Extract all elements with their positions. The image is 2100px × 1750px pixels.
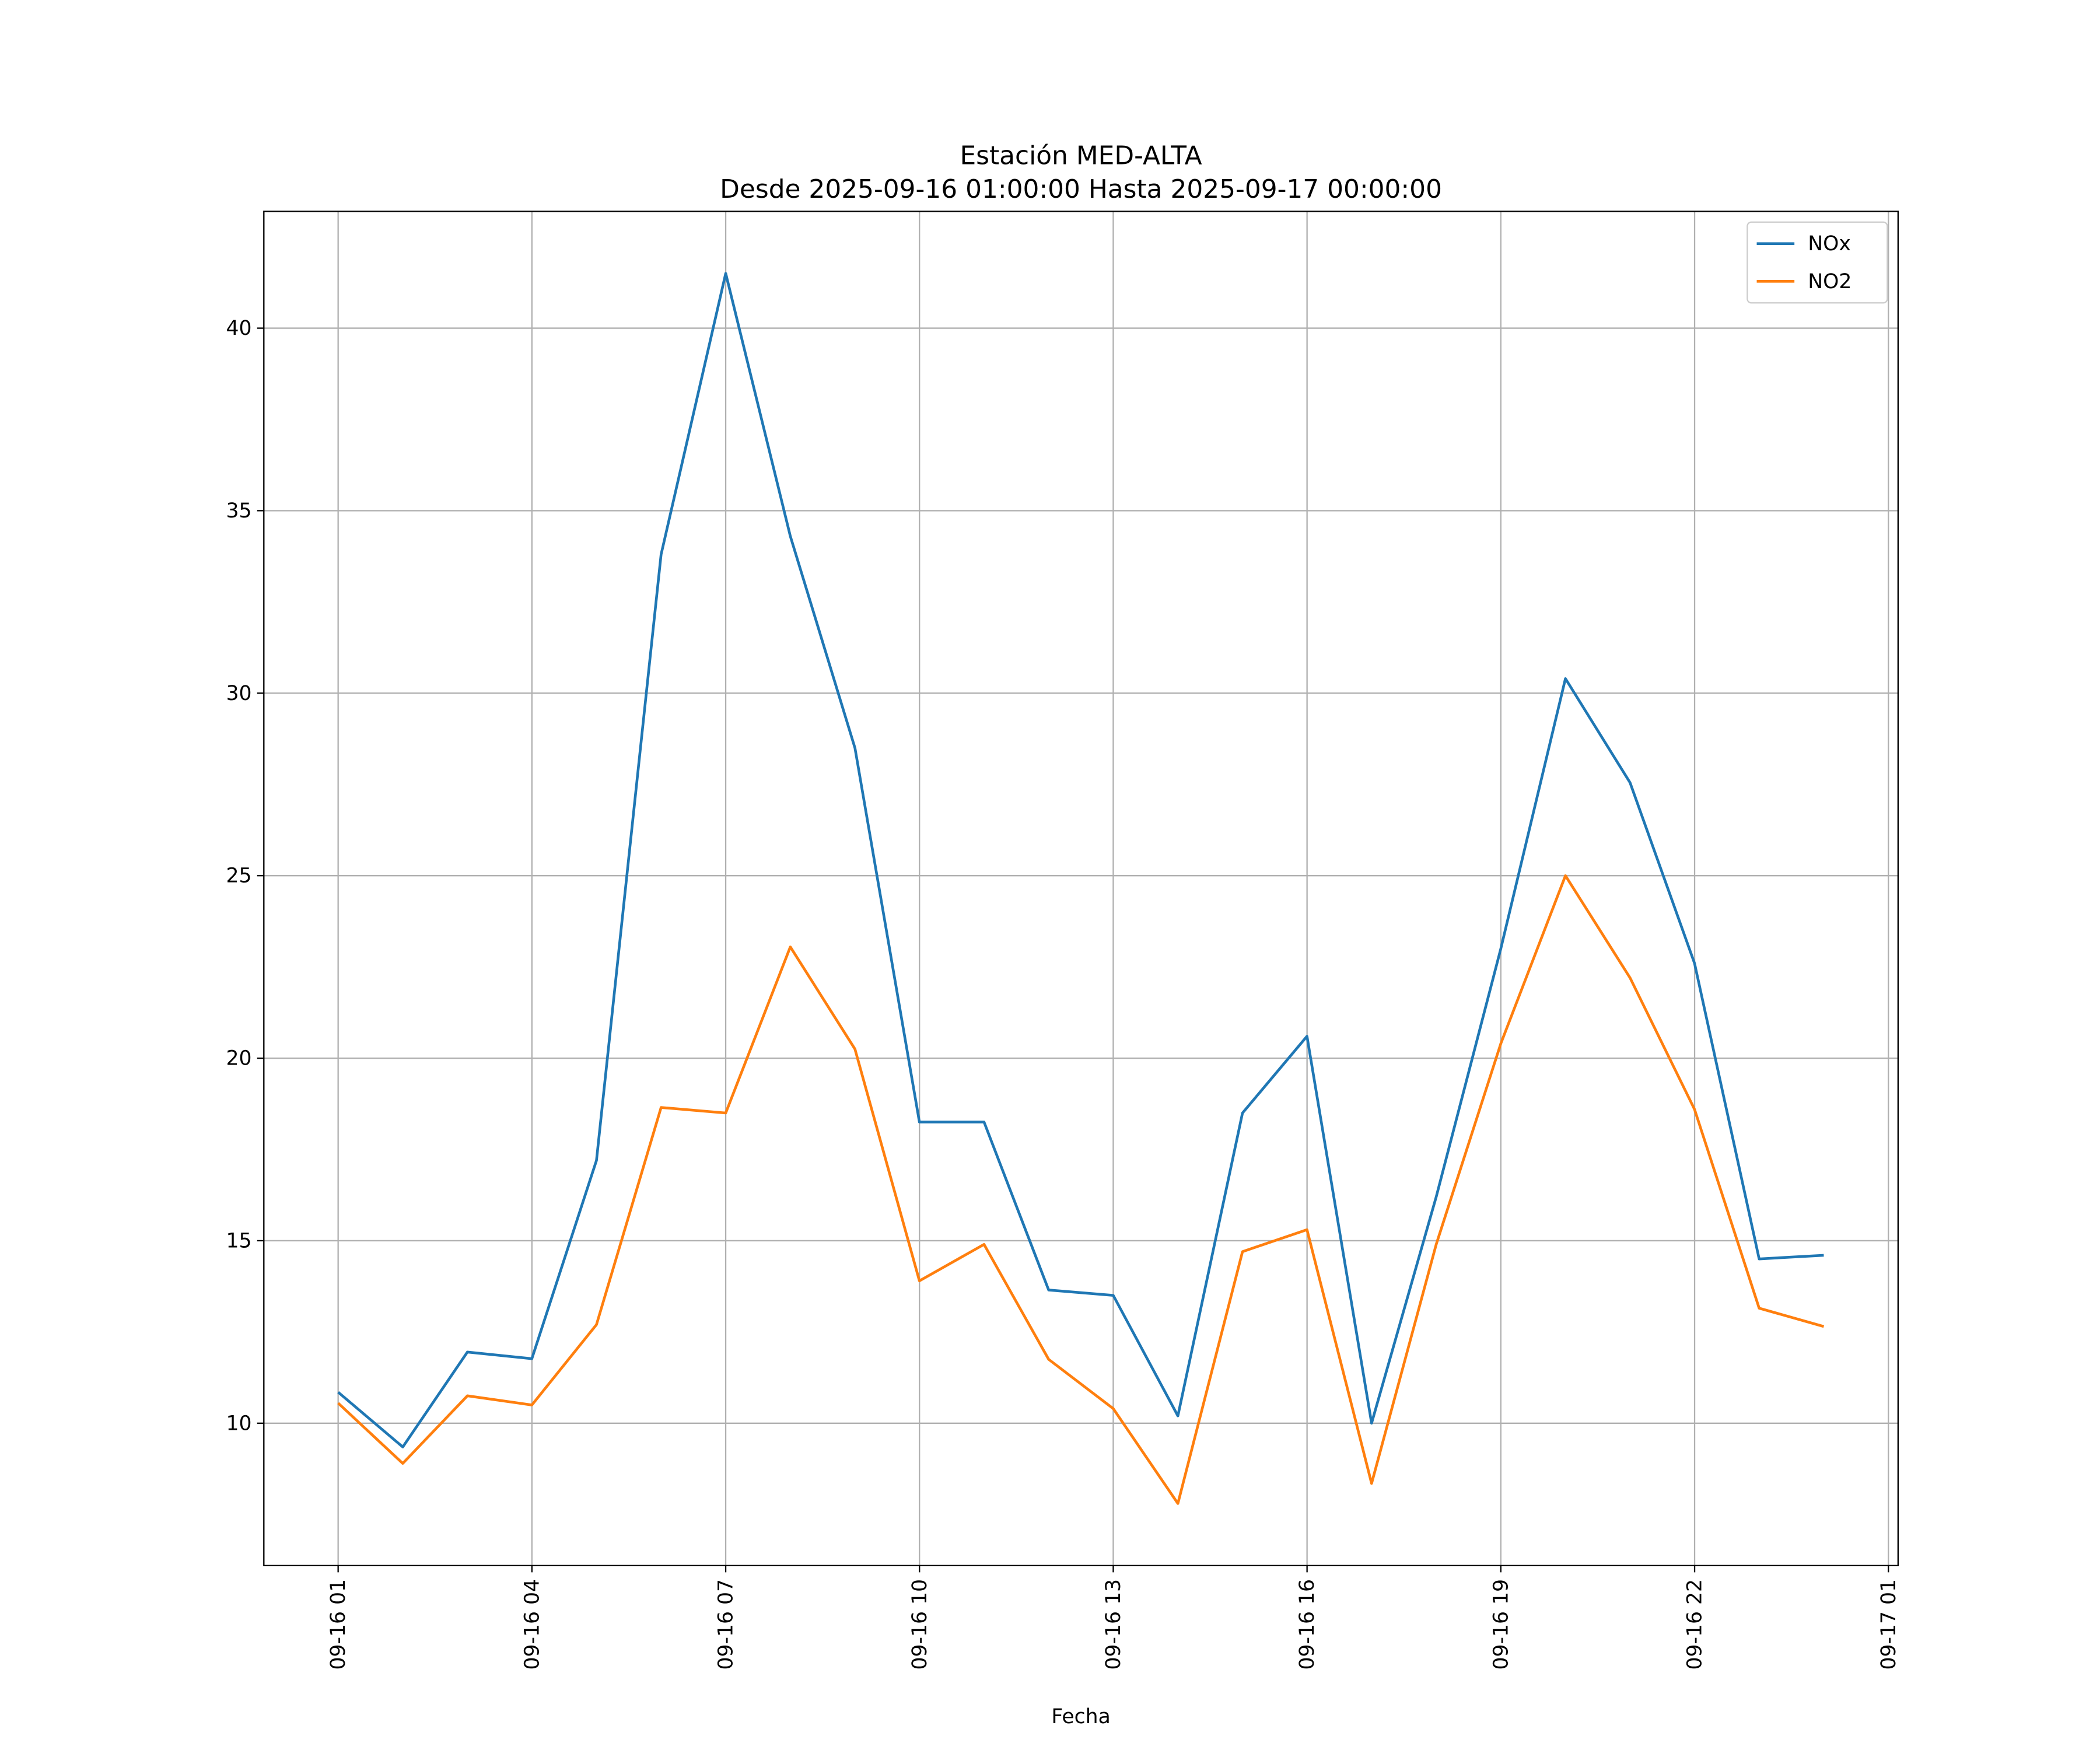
series-line-nox — [337, 272, 1824, 1448]
series-lines — [337, 272, 1825, 1505]
x-tick-label: 09-16 22 — [1684, 1579, 1707, 1670]
x-tick-label: 09-17 01 — [1877, 1579, 1901, 1670]
x-tick-label: 09-16 10 — [908, 1579, 932, 1670]
x-tick-label: 09-16 16 — [1296, 1579, 1319, 1670]
y-tick-label: 15 — [226, 1229, 251, 1252]
legend-label-nox: NOx — [1808, 232, 1851, 256]
grid — [264, 211, 1898, 1566]
y-tick-label: 40 — [226, 317, 251, 340]
y-tick-label: 10 — [226, 1412, 251, 1435]
plot-frame — [263, 211, 1899, 1566]
legend-label-no2: NO2 — [1808, 270, 1852, 293]
x-tick-label: 09-16 07 — [715, 1579, 738, 1670]
series-line-no2 — [337, 874, 1825, 1505]
chart-title: Estación MED-ALTA — [960, 141, 1202, 171]
x-tick-label: 09-16 19 — [1489, 1579, 1513, 1670]
x-tick-label: 09-16 13 — [1102, 1579, 1125, 1670]
x-tick-label: 09-16 01 — [327, 1579, 350, 1670]
legend: NOx NO2 — [1746, 221, 1888, 304]
x-tick-label: 09-16 04 — [520, 1579, 544, 1670]
y-tick-label: 30 — [226, 682, 251, 705]
y-tick-label: 35 — [226, 499, 251, 523]
y-tick-label: 20 — [226, 1047, 251, 1070]
chart-subtitle: Desde 2025-09-16 01:00:00 Hasta 2025-09-… — [720, 174, 1442, 204]
x-axis-label: Fecha — [1051, 1705, 1110, 1728]
ticks: 10 15 20 25 30 35 40 09-16 01 09-16 04 09-16 07 09… — [226, 317, 1900, 1670]
y-tick-label: 25 — [226, 864, 251, 888]
